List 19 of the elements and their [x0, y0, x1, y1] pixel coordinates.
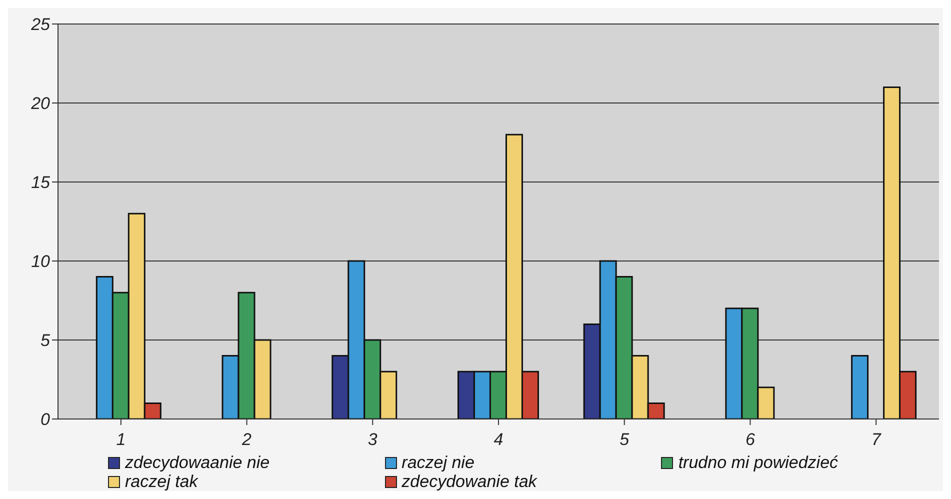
x-tick-label: 7	[871, 430, 882, 450]
legend-label: zdecydowanie tak	[402, 472, 537, 491]
x-tick-label: 1	[116, 430, 126, 450]
x-tick-label: 3	[368, 430, 378, 450]
y-tick-label: 5	[40, 331, 51, 350]
legend-label: raczej nie	[402, 453, 474, 472]
x-tick-label: 2	[241, 430, 252, 450]
legend-label: zdecydowaanie nie	[125, 453, 270, 472]
x-tick-label: 6	[745, 430, 756, 450]
legend-label: trudno mi powiedzieć	[678, 453, 838, 472]
legend-label: raczej tak	[125, 472, 198, 491]
y-tick-label: 20	[30, 94, 51, 114]
y-tick-label: 25	[30, 15, 51, 34]
y-tick-label: 0	[40, 410, 51, 430]
y-tick-label: 15	[31, 173, 51, 192]
x-tick-label: 5	[620, 430, 630, 450]
y-tick-label: 10	[31, 252, 51, 272]
x-tick-label: 4	[494, 430, 504, 450]
bar	[851, 355, 869, 419]
